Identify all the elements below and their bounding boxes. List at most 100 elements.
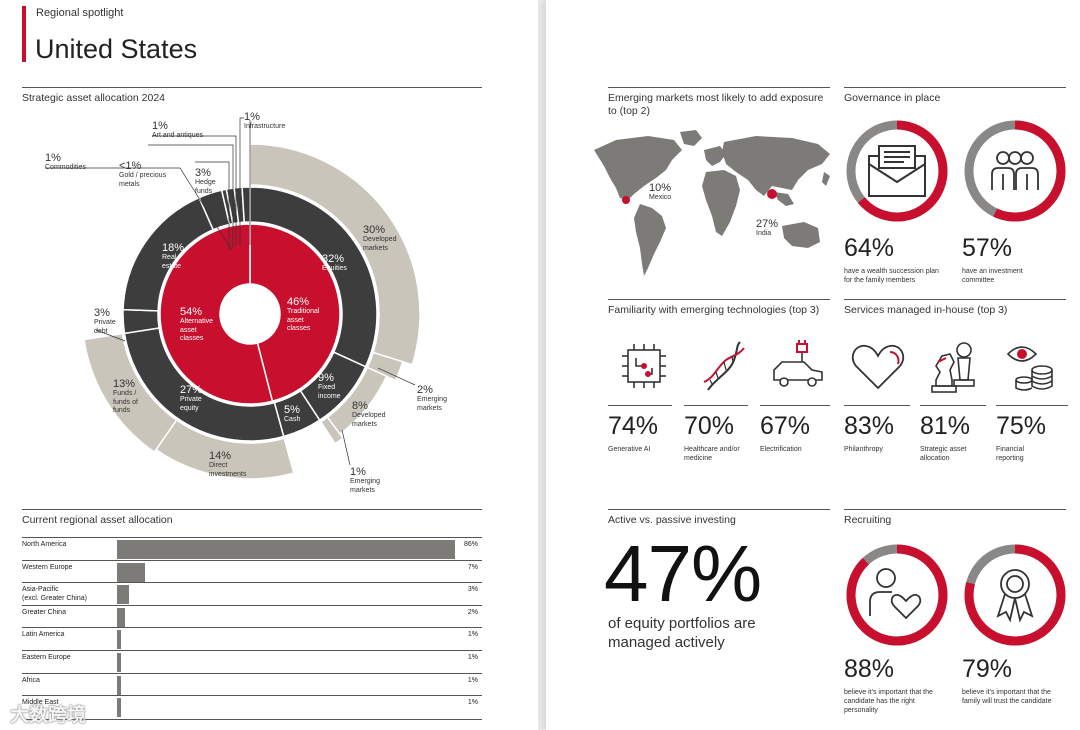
row-value: 1% (467, 676, 478, 684)
chip-icon (622, 344, 666, 388)
fixed-income-label: 9% Fixed income (318, 372, 341, 400)
alternative-label: 54% Alternative asset classes (180, 306, 214, 342)
outer-em-label: 2% Emerging markets (417, 384, 447, 412)
private-debt-label: 3% Private debt (94, 307, 116, 335)
row-bar (117, 562, 145, 582)
row-value: 1% (467, 654, 478, 661)
outer-slice-5 (83, 332, 178, 454)
electric-car-icon (773, 340, 823, 387)
table-row: Western Europe 7% (22, 559, 482, 583)
row-value: 7% (467, 563, 478, 571)
table-row: Greater China 2% (22, 604, 482, 628)
svc-rule-1 (844, 405, 910, 406)
ring-fill (846, 120, 948, 222)
tech-rule-2 (684, 405, 748, 406)
tech-caption-1: Generative AI (608, 446, 651, 453)
tech-pct-3: 67% (760, 412, 811, 440)
ring-fill (964, 120, 1066, 222)
row-bar (117, 630, 121, 650)
table-row: Middle East 1% (22, 695, 482, 718)
row-label: North America (22, 541, 67, 548)
kicker: Regional spotlight (36, 7, 124, 19)
tech-caption-2: Healthcare and/or medicine (684, 446, 740, 462)
emerging-heading: Emerging markets most likely to add expo… (608, 87, 830, 117)
ring-fill (964, 544, 1066, 646)
heart-icon (851, 344, 905, 390)
accent-bar (22, 6, 26, 62)
ring-fill (846, 544, 948, 646)
gold-label: <1% Gold / precious metals (119, 160, 167, 188)
table-row: North America 86% (22, 537, 482, 560)
leader-line-gold (148, 144, 234, 248)
svc-pct-2: 81% (920, 412, 971, 440)
sunburst-chart (45, 117, 421, 480)
svc-caption-3: Financial reporting (996, 446, 1025, 462)
envelope-icon (868, 145, 926, 197)
active-pct: 47% (604, 529, 762, 618)
leader-line-infra (239, 117, 244, 245)
svc-rule-2 (920, 405, 986, 406)
row-label: Middle East (22, 699, 59, 707)
row-label: Latin America (22, 631, 65, 639)
india-marker (767, 189, 777, 199)
tech-pct-1: 74% (608, 412, 659, 440)
row-label: Greater China (22, 608, 66, 616)
left-page: Regional spotlight United States Strateg… (0, 0, 538, 730)
committee-icon (991, 151, 1039, 190)
svc-pct-3: 75% (996, 412, 1047, 440)
eye-coins-icon (1006, 346, 1053, 391)
outer-slice-0 (249, 143, 421, 366)
table-row: Africa 1% (22, 672, 482, 696)
tech-caption-3: Electrification (760, 446, 802, 453)
row-bar (117, 698, 121, 718)
row-label: Western Europe (22, 563, 73, 571)
tech-rule-3 (760, 405, 830, 406)
governance-caption-1: have a wealth succession plan for the fa… (844, 268, 939, 284)
art-label: 1% Art and antiques (152, 120, 203, 139)
row-value: 86% (463, 541, 478, 548)
outer-developed-label: 30% Developed markets (363, 224, 397, 252)
world-map (594, 130, 830, 276)
leader-line-private-debt (95, 329, 126, 342)
active-caption: of equity portfolios are managed activel… (608, 615, 756, 651)
row-value: 2% (467, 608, 478, 616)
leader-line-hedge (195, 161, 230, 250)
governance-ring-2 (964, 120, 1066, 222)
governance-heading: Governance in place (844, 87, 1066, 105)
row-bar (117, 653, 121, 672)
outer-em-2-label: 1% Emerging markets (350, 466, 380, 494)
inner-slice-0 (249, 223, 341, 403)
recruit-caption-1: believe it's important that the candidat… (844, 689, 933, 714)
commodities-label: 1% Commodities (45, 152, 86, 171)
governance-pct-2: 57% (962, 234, 1013, 262)
table-row: Asia-Pacific (excl. Greater China) 3% (22, 582, 482, 605)
leader-line-commodities (45, 167, 232, 250)
row-value: 1% (467, 699, 478, 707)
row-value: 1% (467, 631, 478, 639)
recruit-caption-2: believe it's important that the family w… (962, 689, 1052, 705)
recruit-pct-2: 79% (962, 655, 1013, 683)
strategic-heading: Strategic asset allocation 2024 (22, 87, 482, 105)
middle-slice-10 (241, 186, 251, 223)
technologies-heading: Familiarity with emerging technologies (… (608, 299, 830, 317)
row-bar (117, 585, 129, 605)
award-icon (996, 569, 1034, 623)
table-row: Latin America 1% (22, 627, 482, 650)
tech-rule-1 (608, 405, 672, 406)
leader-line-art (152, 135, 237, 246)
row-bar (117, 607, 125, 627)
cash-label: 5% Cash (284, 404, 301, 423)
dna-icon (703, 341, 745, 391)
recruiting-ring-1 (846, 544, 948, 646)
recruit-pct-1: 88% (844, 655, 895, 683)
governance-ring-1 (846, 120, 948, 222)
recruiting-ring-2 (964, 544, 1066, 646)
funds-of-funds-label: 13% Funds / funds of funds (113, 378, 138, 414)
mexico-label: 10% Mexico (649, 182, 672, 201)
traditional-label: 46% Traditional asset classes (287, 296, 320, 332)
outer-developed-2-label: 8% Developed markets (352, 400, 386, 428)
governance-caption-2: have an investment committee (962, 268, 1023, 284)
real-estate-label: 18% Real estate (162, 242, 185, 270)
watermark: 大数跨境 (10, 705, 87, 726)
leader-line-em-bottom (341, 429, 351, 466)
